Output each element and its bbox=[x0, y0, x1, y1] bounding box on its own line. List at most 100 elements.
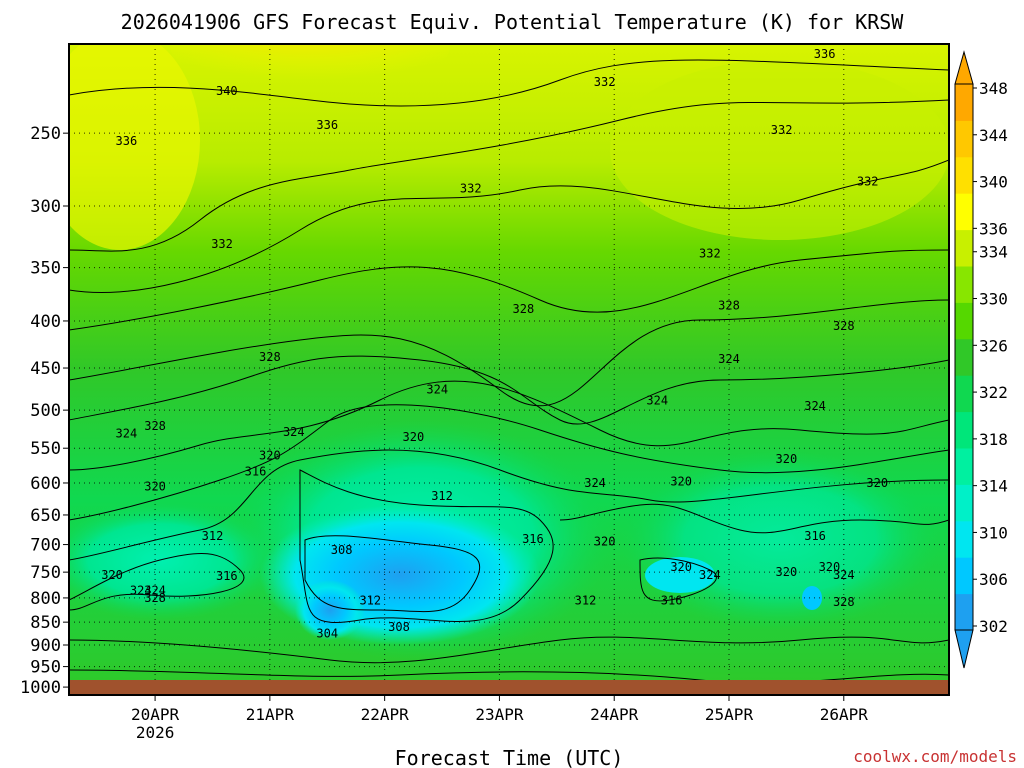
colorbar-label: 326 bbox=[979, 336, 1008, 355]
colorbar-label: 348 bbox=[979, 79, 1008, 98]
field-yellow-right bbox=[610, 60, 949, 240]
y-tick-label: 600 bbox=[30, 474, 61, 494]
colorbar-swatch bbox=[955, 484, 973, 522]
y-tick-label: 800 bbox=[30, 589, 61, 609]
contour-label: 316 bbox=[245, 464, 267, 478]
contour-label: 320 bbox=[776, 452, 798, 466]
y-tick-label: 650 bbox=[30, 506, 61, 526]
field-cool-spot bbox=[802, 586, 822, 610]
colorbar-swatch bbox=[955, 557, 973, 595]
colorbar-top-triangle bbox=[954, 50, 974, 85]
plot-area bbox=[69, 44, 949, 695]
field-yellow-left bbox=[69, 44, 200, 250]
colorbar-label: 302 bbox=[979, 617, 1008, 636]
plot-frame bbox=[68, 43, 950, 696]
y-tick-label: 700 bbox=[30, 536, 61, 556]
contour-label: 332 bbox=[857, 174, 879, 188]
contour-label: 328 bbox=[833, 595, 855, 609]
contour-label: 332 bbox=[699, 247, 721, 261]
colorbar-swatch bbox=[955, 302, 973, 340]
y-tick-label: 500 bbox=[30, 401, 61, 421]
y-tick-label: 850 bbox=[30, 613, 61, 633]
field-cool-patch bbox=[645, 557, 715, 593]
contour-line-7 bbox=[69, 404, 949, 521]
y-axis: 250 300 350 400 450 500 550 600 650 700 750 800 850 9… bbox=[20, 124, 69, 698]
contour-label: 324 bbox=[116, 426, 138, 440]
contour-label: 340 bbox=[216, 84, 238, 98]
contour-line-14 bbox=[69, 636, 949, 664]
contour-label: 332 bbox=[211, 237, 233, 251]
contour-label: 312 bbox=[575, 593, 597, 607]
contour-label: 320 bbox=[776, 565, 798, 579]
colorbar-bottom-triangle bbox=[954, 629, 974, 669]
contour-label: 324 bbox=[426, 383, 448, 397]
x-tick-label: 22APR bbox=[361, 705, 410, 724]
contour-label: 324 bbox=[646, 393, 668, 407]
y-tick-label: 950 bbox=[30, 658, 61, 678]
contour-label: 320 bbox=[670, 475, 692, 489]
contour-label: 336 bbox=[316, 118, 338, 132]
colorbar-label: 306 bbox=[979, 570, 1008, 589]
contour-label: 312 bbox=[359, 593, 381, 607]
contour-line-0 bbox=[69, 59, 949, 107]
colorbar-label: 330 bbox=[979, 290, 1008, 309]
contour-line-3 bbox=[69, 249, 949, 331]
contour-line-10 bbox=[304, 535, 480, 613]
contour-label: 320 bbox=[144, 479, 166, 493]
contour-label: 312 bbox=[431, 489, 453, 503]
contour-label: 312 bbox=[202, 529, 224, 543]
contour-label: 320 bbox=[594, 535, 616, 549]
y-tick-label: 900 bbox=[30, 636, 61, 656]
y-tick-label: 1000 bbox=[20, 678, 61, 698]
contour-label: 324 bbox=[699, 568, 721, 582]
colorbar-swatch bbox=[955, 411, 973, 449]
y-tick-label: 350 bbox=[30, 259, 61, 279]
contour-label: 316 bbox=[804, 529, 826, 543]
contour-label: 316 bbox=[216, 569, 238, 583]
contour-line-6 bbox=[69, 380, 949, 471]
contour-label: 308 bbox=[388, 620, 410, 634]
colorbar-swatch bbox=[955, 156, 973, 194]
x-axis: 20APR 21APR 22APR 23APR 24APR 25APR 26APR 2026 bbox=[131, 695, 868, 742]
contour-label: 316 bbox=[661, 593, 683, 607]
colorbar-label: 322 bbox=[979, 383, 1008, 402]
x-tick-label: 23APR bbox=[475, 705, 524, 724]
colorbar: 302 306 310 314 318 322 326 330 334 336 340 344 348 bbox=[954, 50, 1008, 669]
field-warm-top bbox=[170, 44, 450, 104]
y-tick-label: 250 bbox=[30, 124, 61, 144]
x-axis-title: Forecast Time (UTC) bbox=[395, 746, 624, 768]
colorbar-swatch bbox=[955, 120, 973, 158]
contour-label: 320 bbox=[866, 476, 888, 490]
ground-strip bbox=[69, 680, 949, 695]
colorbar-swatch bbox=[955, 338, 973, 376]
field-cold-spot bbox=[295, 580, 365, 640]
contour-label: 324 bbox=[283, 425, 305, 439]
contour-label: 324 bbox=[718, 352, 740, 366]
contour-line-4 bbox=[69, 299, 949, 407]
contour-label: 320 bbox=[101, 568, 123, 582]
contour-label: 336 bbox=[116, 134, 138, 148]
contour-label: 328 bbox=[144, 591, 166, 605]
contour-label: 308 bbox=[331, 543, 353, 557]
colorbar-label: 334 bbox=[979, 243, 1008, 262]
contour-label: 324 bbox=[144, 583, 166, 597]
colorbar-swatch bbox=[955, 375, 973, 413]
colorbar-swatch bbox=[955, 229, 973, 267]
contour-label: 324 bbox=[804, 399, 826, 413]
contour-label: 328 bbox=[833, 319, 855, 333]
contour-label: 332 bbox=[460, 181, 482, 195]
x-year-label: 2026 bbox=[136, 723, 175, 742]
watermark: coolwx.com/models bbox=[853, 747, 1017, 766]
colorbar-swatch bbox=[955, 266, 973, 303]
contour-label: 320 bbox=[819, 560, 841, 574]
y-tick-label: 450 bbox=[30, 359, 61, 379]
contour-label: 316 bbox=[522, 532, 544, 546]
contour-label: 328 bbox=[144, 419, 166, 433]
contour-label: 328 bbox=[259, 350, 281, 364]
x-tick-label: 20APR bbox=[131, 705, 180, 724]
contour-label: 324 bbox=[130, 583, 152, 597]
x-tick-label: 21APR bbox=[246, 705, 295, 724]
colorbar-swatch bbox=[955, 448, 973, 485]
